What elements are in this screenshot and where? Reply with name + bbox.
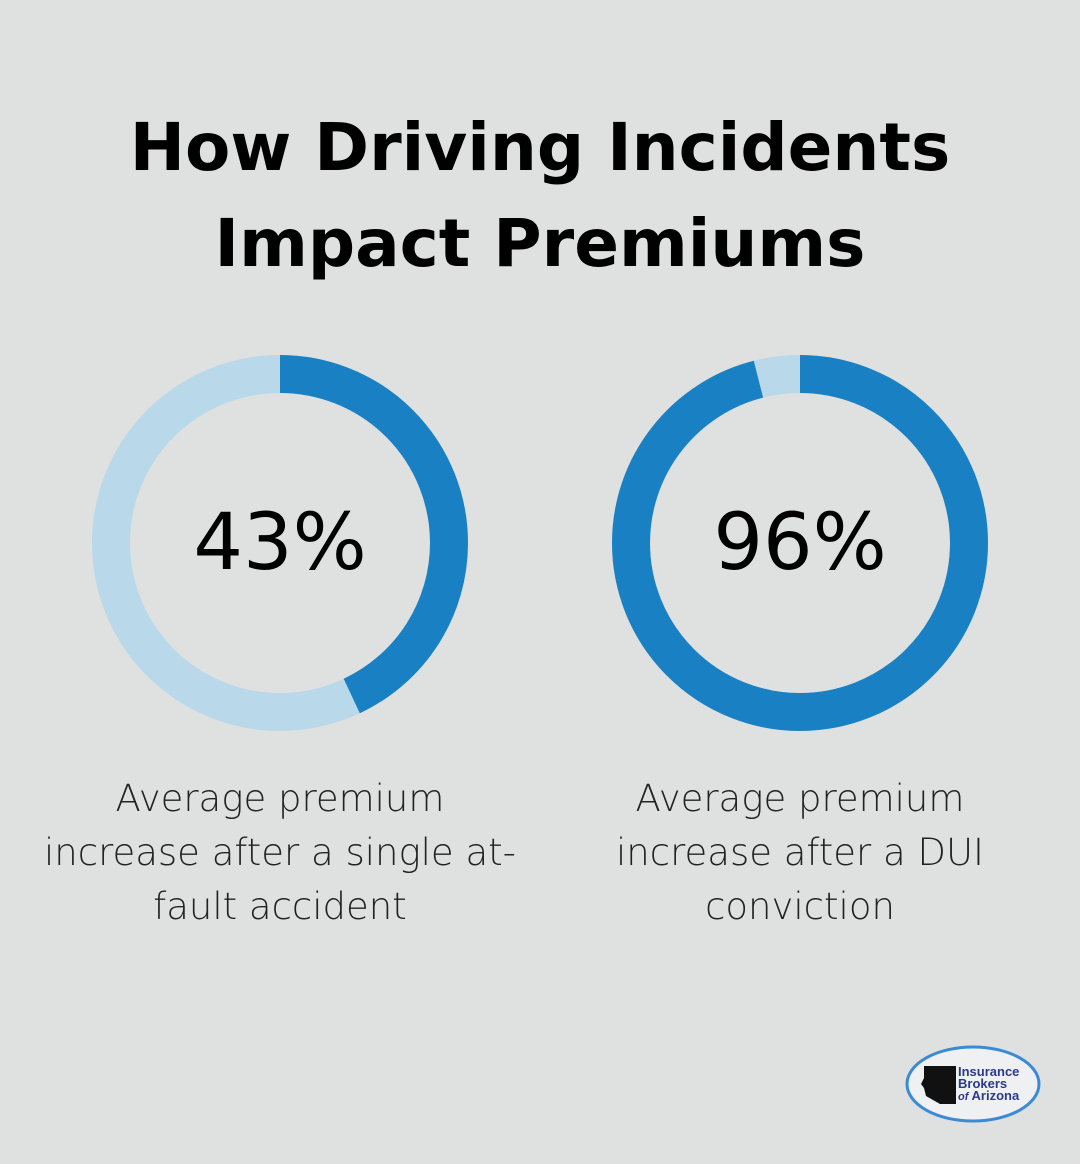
donut-chart-2: 96%	[612, 355, 988, 731]
donut-value-arc	[92, 355, 468, 731]
svg-text:of Arizona: of Arizona	[958, 1088, 1020, 1103]
svg-text:Brokers: Brokers	[958, 1076, 1007, 1091]
donut-value-arc	[612, 355, 988, 731]
donut-svg	[612, 355, 988, 731]
donut-svg	[92, 355, 468, 731]
title-line-1: How Driving Incidents	[129, 109, 951, 186]
svg-text:Insurance: Insurance	[958, 1064, 1019, 1079]
donut-percent-label: 43%	[193, 498, 367, 588]
donut-percent-label: 96%	[713, 498, 887, 588]
donut-chart-1: 43%	[92, 355, 468, 731]
company-logo: Insurance Brokers of Arizona	[905, 1045, 1041, 1123]
title-line-2: Impact Premiums	[214, 205, 866, 282]
donut-caption: Average premium increase after a DUI con…	[616, 777, 984, 928]
page-title: How Driving Incidents Impact Premiums	[0, 100, 1080, 292]
donut-caption: Average premium increase after a single …	[44, 777, 516, 928]
